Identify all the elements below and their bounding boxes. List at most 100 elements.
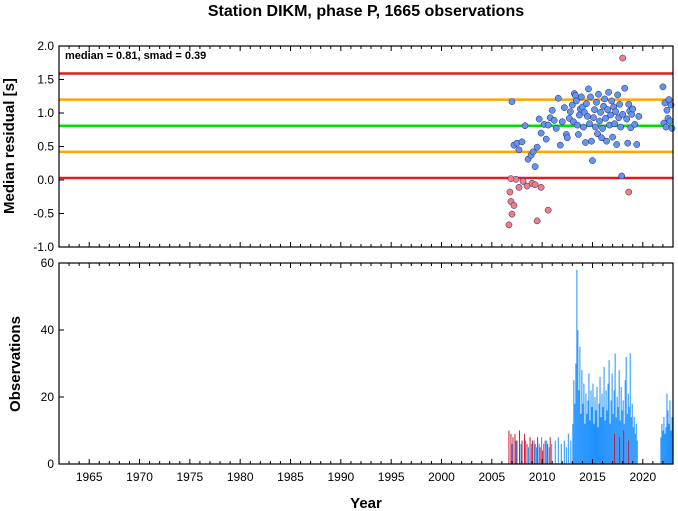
year-x-axis-label: Year <box>350 495 382 511</box>
residual-y-tick-label-2: 1.0 <box>37 106 54 120</box>
residual-point-0-18 <box>550 117 558 124</box>
residual-point-1-14 <box>619 54 627 62</box>
residual-point-1-16 <box>507 175 515 183</box>
residual-point-0-61 <box>602 115 609 122</box>
residual-point-1-0 <box>505 221 513 229</box>
year-x-ticks: 1965 1970 1975 1980 1985 1990 1995 2000 2005 2010… <box>58 263 674 484</box>
residual-point-0-51 <box>592 123 599 131</box>
residual-point-0-79 <box>621 84 629 92</box>
residual-point-0-20 <box>554 94 562 102</box>
residual-point-0-37 <box>578 93 585 101</box>
residual-point-0-88 <box>633 141 641 148</box>
residual-point-0-44 <box>585 85 592 93</box>
observations-y-tick-label-3: 0 <box>47 457 54 471</box>
residual-point-0-10 <box>533 143 541 151</box>
observations-y-tick-label-2: 20 <box>41 390 55 404</box>
residual-point-0-39 <box>580 123 587 131</box>
residual-point-0-75 <box>616 100 624 108</box>
residual-point-0-9 <box>531 163 539 170</box>
residual-point-0-8 <box>529 148 537 156</box>
year-x-tick-label-0: 1965 <box>76 470 103 484</box>
reference-lines <box>59 72 673 180</box>
observations-y-tick-label-1: 40 <box>41 323 55 337</box>
residual-point-0-22 <box>558 118 566 126</box>
residual-point-0-42 <box>583 100 590 107</box>
residual-point-1-7 <box>519 177 527 185</box>
residual-point-0-99 <box>668 125 676 132</box>
residual-point-1-11 <box>533 217 541 225</box>
residual-plot-area <box>59 46 673 247</box>
residual-point-0-62 <box>603 137 610 145</box>
residual-point-0-33 <box>574 121 581 129</box>
residual-point-0-32 <box>573 97 580 105</box>
residual-point-0-49 <box>590 114 597 122</box>
residual-point-0-87 <box>631 121 639 128</box>
residual-point-0-19 <box>552 125 560 132</box>
residual-point-0-0 <box>508 98 516 105</box>
residual-point-0-68 <box>609 133 616 141</box>
residual-point-0-4 <box>518 138 526 146</box>
residual-panel: 2.0 1.5 1.0 0.5 0.0 -0.5 -1.0 median = 0.81, s… <box>1 39 676 254</box>
chart-title: Station DIKM, phase P, 1665 observations <box>208 3 524 20</box>
residual-point-0-52 <box>593 98 600 106</box>
residual-point-0-64 <box>605 88 612 96</box>
residual-point-0-71 <box>612 108 619 116</box>
residual-point-0-21 <box>556 141 564 149</box>
residual-point-1-13 <box>544 206 552 214</box>
year-x-tick-label-7: 2000 <box>428 470 455 484</box>
observation-bars <box>508 269 673 464</box>
residual-point-0-55 <box>596 117 603 125</box>
residual-point-1-4 <box>510 202 518 209</box>
residual-point-1-1 <box>506 188 514 196</box>
residual-point-0-86 <box>629 105 637 113</box>
observations-panel: 60 40 20 0 1965 1970 1975 1980 1985 1990 1995 2000… <box>7 256 674 511</box>
residual-x-ticks <box>58 46 674 247</box>
observations-y-tick-label-0: 60 <box>41 256 55 270</box>
residual-point-0-41 <box>582 139 589 146</box>
residual-point-0-45 <box>586 120 593 128</box>
year-x-tick-label-10: 2015 <box>579 470 606 484</box>
residual-point-0-23 <box>560 104 568 111</box>
residual-point-0-66 <box>607 111 614 119</box>
residual-point-0-11 <box>535 115 543 123</box>
residual-point-1-6 <box>515 184 523 191</box>
year-x-tick-label-1: 1970 <box>126 470 153 484</box>
residual-point-0-94 <box>663 106 671 114</box>
residual-y-tick-label-3: 0.5 <box>37 140 54 154</box>
residual-point-0-57 <box>598 134 605 142</box>
residual-point-0-72 <box>613 141 620 148</box>
median-smad-annotation: median = 0.81, smad = 0.39 <box>65 50 206 62</box>
residual-point-0-28 <box>568 101 576 109</box>
residual-y-tick-label-1: 1.5 <box>37 73 54 87</box>
residual-y-axis-label: Median residual [s] <box>1 78 18 214</box>
year-x-tick-label-4: 1985 <box>277 470 304 484</box>
residual-point-0-93 <box>662 123 670 131</box>
residual-point-0-34 <box>575 131 582 138</box>
observations-y-ticks: 60 40 20 0 <box>41 256 64 471</box>
residual-point-0-63 <box>604 106 611 114</box>
residual-y-tick-label-0: 2.0 <box>37 39 54 53</box>
residual-y-tick-label-5: -0.5 <box>33 207 54 221</box>
residual-point-0-12 <box>537 129 545 137</box>
year-x-tick-label-2: 1975 <box>177 470 204 484</box>
residual-point-1-3 <box>508 210 516 218</box>
residual-point-0-3 <box>515 146 523 154</box>
residual-point-1-15 <box>625 188 633 196</box>
year-x-tick-label-9: 2010 <box>529 470 556 484</box>
year-x-tick-label-3: 1980 <box>227 470 254 484</box>
residual-point-0-73 <box>614 91 621 99</box>
residual-point-0-90 <box>659 83 667 91</box>
residual-point-0-78 <box>619 110 627 118</box>
residual-point-0-25 <box>563 134 571 142</box>
residual-points <box>505 54 676 229</box>
residual-point-0-53 <box>594 130 601 138</box>
residual-point-0-81 <box>624 139 632 147</box>
residual-point-0-14 <box>542 135 550 143</box>
residual-point-0-67 <box>608 97 615 105</box>
residual-point-0-58 <box>599 125 606 132</box>
residual-point-0-5 <box>521 122 529 130</box>
residual-point-1-12 <box>537 184 545 191</box>
year-x-tick-label-5: 1990 <box>327 470 354 484</box>
residual-point-0-43 <box>584 113 591 120</box>
